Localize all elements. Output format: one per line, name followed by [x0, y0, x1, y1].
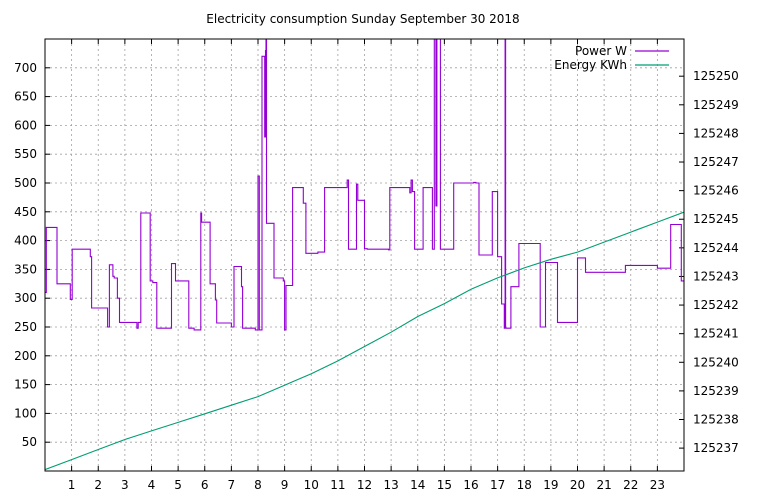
- x-tick-label: 5: [174, 478, 182, 492]
- y-tick-label: 100: [14, 406, 37, 420]
- y2-tick-label: 125248: [693, 126, 739, 140]
- chart-title: Electricity consumption Sunday September…: [206, 12, 519, 26]
- y-tick-label: 450: [14, 205, 37, 219]
- x-tick-label: 18: [517, 478, 532, 492]
- y2-tick-label: 125246: [693, 184, 739, 198]
- x-tick-label: 16: [463, 478, 478, 492]
- y2-tick-label: 125243: [693, 269, 739, 283]
- x-tick-label: 23: [650, 478, 665, 492]
- x-tick-label: 8: [254, 478, 262, 492]
- y2-tick-label: 125249: [693, 98, 739, 112]
- x-tick-label: 21: [596, 478, 611, 492]
- x-tick-label: 6: [201, 478, 209, 492]
- y-tick-label: 250: [14, 320, 37, 334]
- y-tick-label: 300: [14, 291, 37, 305]
- y2-tick-label: 125238: [693, 413, 739, 427]
- legend: Power W Energy KWh: [554, 44, 669, 72]
- series-lines: [45, 39, 684, 471]
- y2-tick-label: 125241: [693, 327, 739, 341]
- y2-tick-label: 125247: [693, 155, 739, 169]
- x-tick-label: 13: [383, 478, 398, 492]
- x-tick-label: 22: [623, 478, 638, 492]
- x-tick-label: 14: [410, 478, 425, 492]
- x-tick-label: 19: [543, 478, 558, 492]
- x-tick-label: 4: [148, 478, 156, 492]
- y-tick-label: 150: [14, 378, 37, 392]
- y-tick-label: 700: [14, 61, 37, 75]
- x-tick-label: 7: [228, 478, 236, 492]
- y-tick-label: 650: [14, 90, 37, 104]
- y2-tick-label: 125240: [693, 355, 739, 369]
- energy-series-line: [45, 211, 684, 471]
- x-tick-label: 15: [437, 478, 452, 492]
- y-tick-label: 50: [22, 435, 37, 449]
- y2-tick-label: 125239: [693, 384, 739, 398]
- power-series-line: [45, 39, 684, 331]
- grid: [45, 39, 684, 471]
- y2-tick-label: 125237: [693, 441, 739, 455]
- y-tick-label: 350: [14, 262, 37, 276]
- y-tick-label: 500: [14, 176, 37, 190]
- ticks: 1 2 3 4 5 6 7 8 9 10 11 12 13 14 15 16 17 18 19 20 21 22 23501…: [14, 39, 739, 492]
- x-tick-label: 17: [490, 478, 505, 492]
- x-tick-label: 1: [68, 478, 76, 492]
- y-tick-label: 200: [14, 349, 37, 363]
- x-tick-label: 10: [304, 478, 319, 492]
- y-tick-label: 400: [14, 234, 37, 248]
- plot-area-border: [44, 38, 685, 472]
- y2-tick-label: 125242: [693, 298, 739, 312]
- x-tick-label: 3: [121, 478, 129, 492]
- x-tick-label: 2: [94, 478, 102, 492]
- legend-label-power: Power W: [575, 44, 627, 58]
- legend-label-energy: Energy KWh: [554, 58, 627, 72]
- y2-tick-label: 125250: [693, 69, 739, 83]
- x-tick-label: 11: [330, 478, 345, 492]
- y2-tick-label: 125245: [693, 212, 739, 226]
- x-tick-label: 9: [281, 478, 289, 492]
- x-tick-label: 20: [570, 478, 585, 492]
- y2-tick-label: 125244: [693, 241, 739, 255]
- x-tick-label: 12: [357, 478, 372, 492]
- y-tick-label: 550: [14, 147, 37, 161]
- y-tick-label: 600: [14, 118, 37, 132]
